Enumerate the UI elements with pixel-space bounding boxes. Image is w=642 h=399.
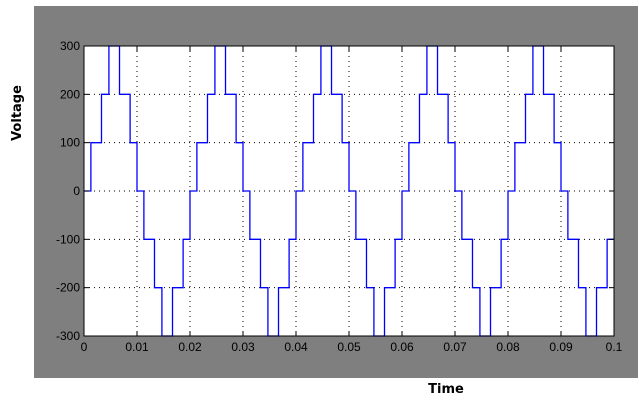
x-tick-label: 0.04	[284, 340, 308, 354]
y-tick-label: 200	[60, 87, 80, 101]
x-axis: 0 0.01 0.02 0.03 0.04 0.05 0.06 0.07 0.08 0.09 0.1	[81, 46, 623, 354]
y-axis-title: Voltage	[10, 85, 25, 141]
x-tick-label: 0.09	[549, 340, 573, 354]
x-tick-label: 0.06	[390, 340, 414, 354]
x-tick-label: 0.1	[606, 340, 623, 354]
y-tick-label: 0	[73, 184, 80, 198]
y-tick-label: 300	[60, 39, 80, 53]
x-tick-label: 0.02	[178, 340, 202, 354]
y-axis: 300 200 100 0 -100 -200 -300	[56, 39, 614, 343]
y-tick-label: 100	[60, 136, 80, 150]
y-tick-label: -100	[56, 232, 80, 246]
x-tick-label: 0.05	[337, 340, 361, 354]
x-tick-label: 0.01	[125, 340, 149, 354]
x-tick-label: 0.07	[443, 340, 467, 354]
x-tick-label: 0	[81, 340, 88, 354]
x-axis-title: Time	[428, 382, 464, 397]
x-tick-label: 0.08	[496, 340, 520, 354]
y-tick-label: -200	[56, 281, 80, 295]
x-tick-label: 0.03	[231, 340, 255, 354]
y-tick-label: -300	[56, 329, 80, 343]
